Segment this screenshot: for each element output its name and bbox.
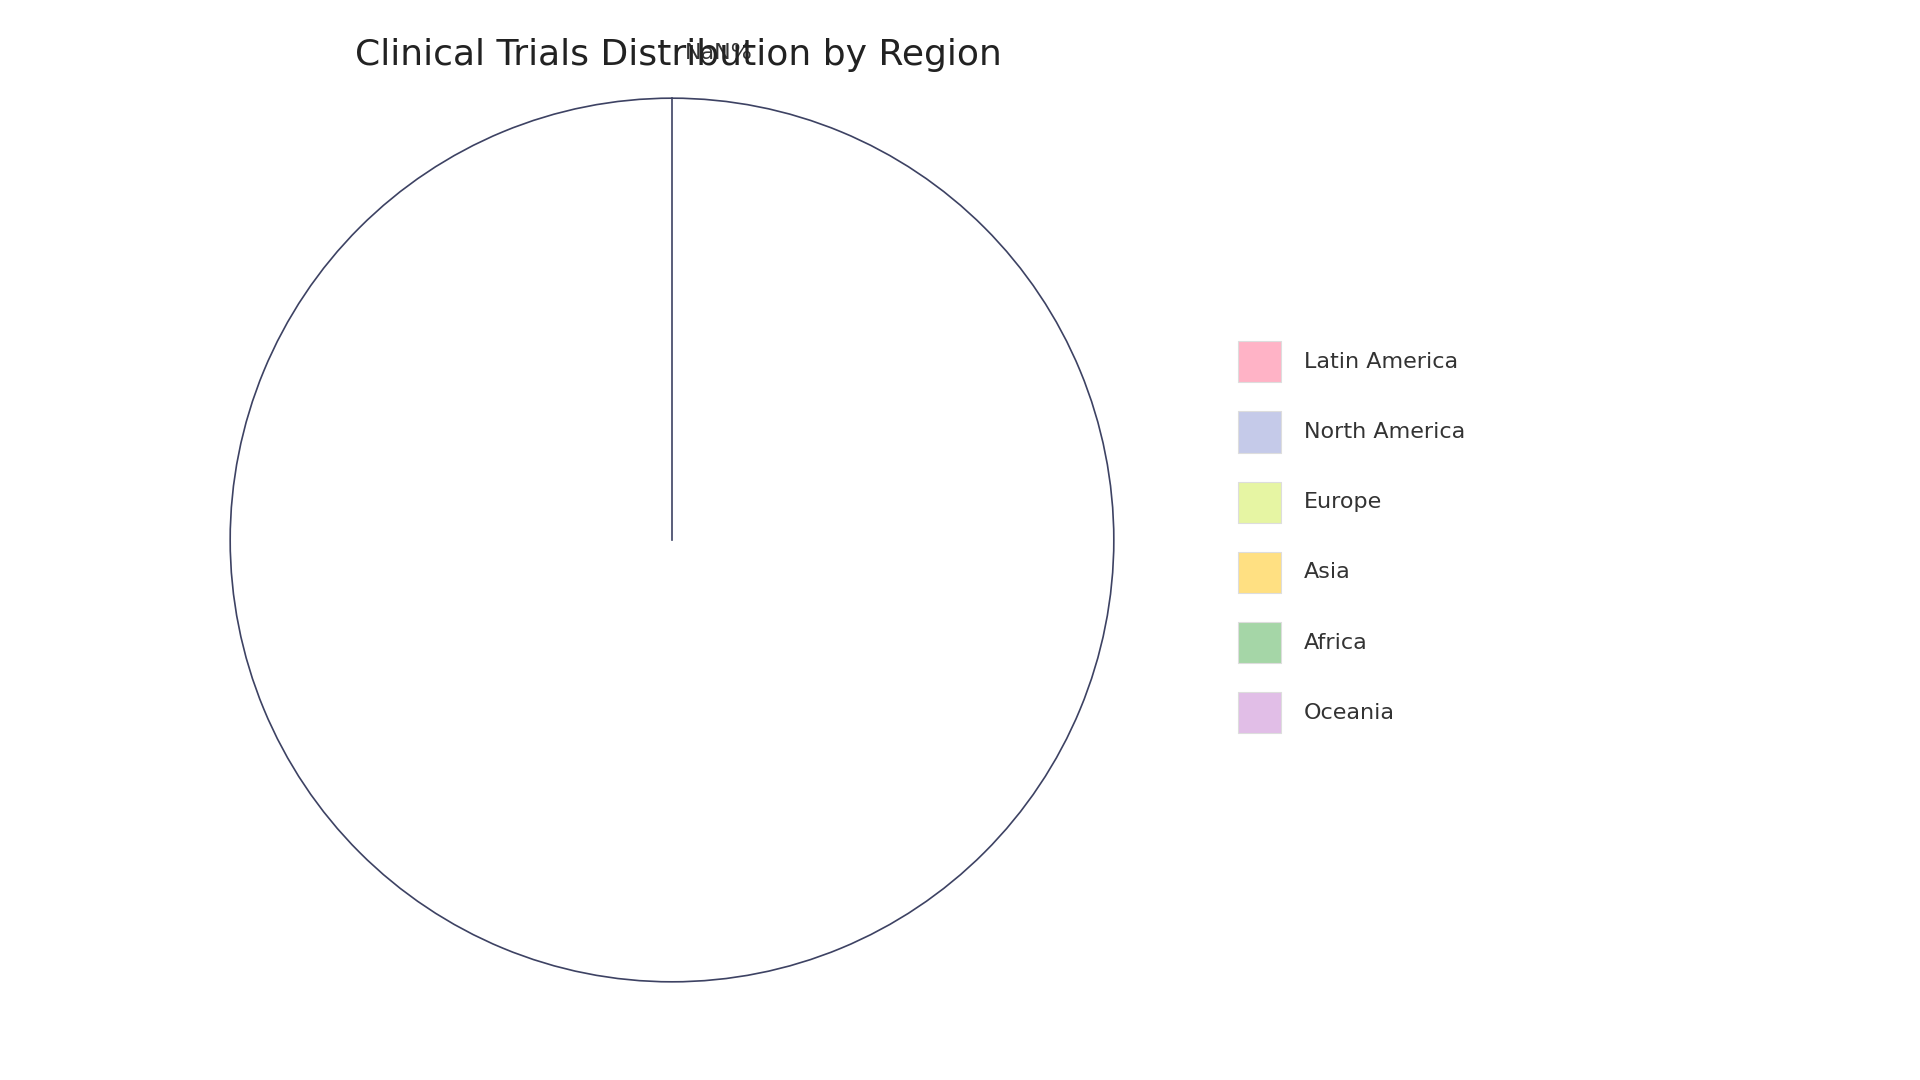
Text: North America: North America xyxy=(1304,422,1465,442)
Text: Latin America: Latin America xyxy=(1304,352,1457,372)
Text: NaN%: NaN% xyxy=(685,43,753,63)
Text: Asia: Asia xyxy=(1304,563,1350,582)
Text: Africa: Africa xyxy=(1304,633,1367,652)
Text: Europe: Europe xyxy=(1304,492,1382,512)
Wedge shape xyxy=(230,98,1114,982)
Text: Oceania: Oceania xyxy=(1304,703,1394,723)
Text: Clinical Trials Distribution by Region: Clinical Trials Distribution by Region xyxy=(355,38,1002,71)
